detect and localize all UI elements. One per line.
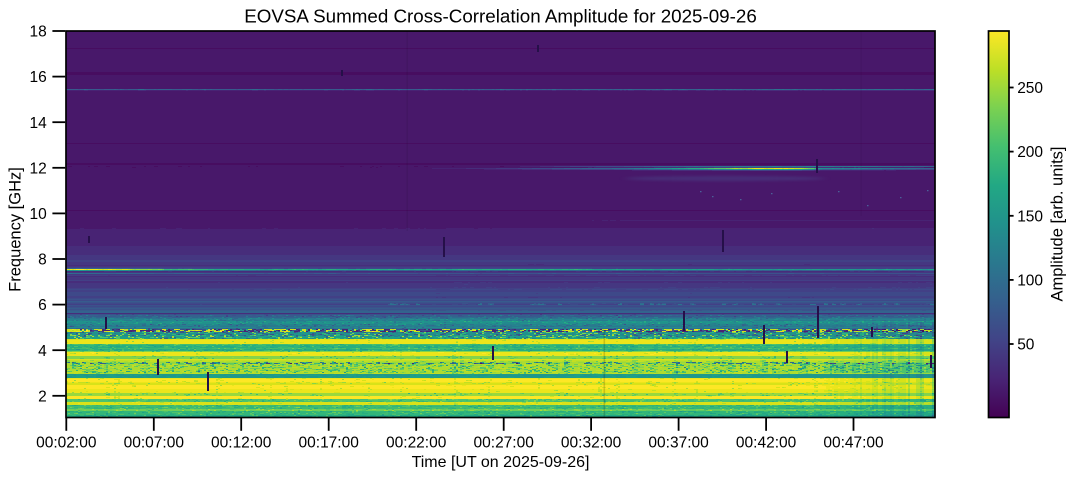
svg-text:150: 150 <box>1017 208 1043 225</box>
svg-text:2: 2 <box>38 388 47 405</box>
svg-text:Amplitude [arb. units]: Amplitude [arb. units] <box>1049 147 1067 302</box>
svg-text:14: 14 <box>30 115 48 132</box>
svg-text:6: 6 <box>38 297 47 314</box>
svg-text:00:47:00: 00:47:00 <box>823 435 884 452</box>
svg-text:50: 50 <box>1017 337 1035 354</box>
svg-text:00:02:00: 00:02:00 <box>36 435 97 452</box>
svg-text:00:12:00: 00:12:00 <box>211 435 272 452</box>
svg-text:4: 4 <box>38 343 47 360</box>
svg-text:200: 200 <box>1017 144 1043 161</box>
svg-text:00:27:00: 00:27:00 <box>474 435 535 452</box>
svg-text:8: 8 <box>38 252 47 269</box>
svg-text:18: 18 <box>30 24 47 41</box>
svg-text:10: 10 <box>30 206 48 223</box>
svg-text:00:07:00: 00:07:00 <box>124 435 185 452</box>
svg-text:00:32:00: 00:32:00 <box>561 435 622 452</box>
svg-text:00:17:00: 00:17:00 <box>299 435 360 452</box>
svg-text:16: 16 <box>30 69 47 86</box>
svg-text:12: 12 <box>30 160 47 177</box>
svg-text:00:22:00: 00:22:00 <box>386 435 447 452</box>
svg-text:EOVSA Summed Cross-Correlation: EOVSA Summed Cross-Correlation Amplitude… <box>244 6 757 27</box>
svg-text:Time [UT on 2025-09-26]: Time [UT on 2025-09-26] <box>412 454 590 471</box>
svg-text:00:42:00: 00:42:00 <box>736 435 797 452</box>
svg-text:00:37:00: 00:37:00 <box>648 435 709 452</box>
svg-text:100: 100 <box>1017 273 1043 290</box>
svg-text:250: 250 <box>1017 80 1043 97</box>
svg-text:Frequency [GHz]: Frequency [GHz] <box>7 167 25 292</box>
